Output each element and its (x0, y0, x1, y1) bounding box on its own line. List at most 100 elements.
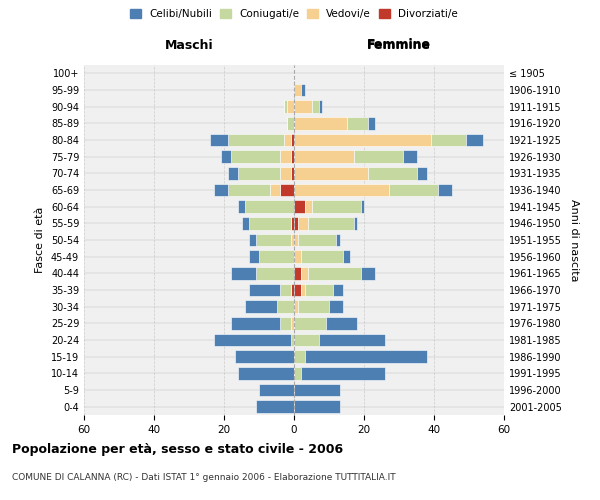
Bar (248, 217, 290, 230)
Bar (361, 200, 364, 213)
Bar (353, 217, 357, 230)
Bar (259, 384, 294, 396)
Bar (294, 84, 301, 96)
Bar (290, 284, 294, 296)
Bar (290, 134, 294, 146)
Bar (343, 250, 350, 263)
Bar (259, 250, 294, 263)
Bar (290, 317, 294, 330)
Bar (294, 250, 301, 263)
Bar (301, 284, 305, 296)
Bar (298, 217, 308, 230)
Bar (280, 150, 290, 163)
Bar (305, 350, 427, 363)
Bar (238, 167, 280, 179)
Bar (311, 100, 319, 113)
Bar (269, 184, 280, 196)
Bar (294, 400, 340, 413)
Bar (294, 334, 319, 346)
Bar (256, 267, 294, 280)
Text: Popolazione per età, sesso e stato civile - 2006: Popolazione per età, sesso e stato civil… (12, 442, 343, 456)
Bar (290, 150, 294, 163)
Bar (231, 317, 280, 330)
Bar (294, 134, 431, 146)
Bar (294, 350, 305, 363)
Bar (280, 184, 294, 196)
Bar (305, 284, 332, 296)
Bar (294, 284, 301, 296)
Bar (290, 167, 294, 179)
Bar (294, 300, 298, 313)
Bar (298, 300, 329, 313)
Bar (294, 384, 340, 396)
Bar (214, 334, 290, 346)
Bar (305, 200, 311, 213)
Bar (298, 234, 336, 246)
Bar (280, 317, 290, 330)
Bar (245, 300, 277, 313)
Bar (287, 117, 294, 130)
Bar (319, 334, 385, 346)
Bar (308, 267, 361, 280)
Bar (308, 217, 353, 230)
Bar (235, 350, 294, 363)
Bar (329, 300, 343, 313)
Y-axis label: Anni di nascita: Anni di nascita (569, 198, 578, 281)
Bar (241, 217, 248, 230)
Bar (294, 184, 389, 196)
Bar (301, 367, 385, 380)
Bar (238, 200, 245, 213)
Bar (336, 234, 340, 246)
Bar (294, 234, 298, 246)
Bar (256, 400, 294, 413)
Bar (284, 134, 290, 146)
Bar (214, 184, 227, 196)
Bar (294, 150, 353, 163)
Bar (325, 317, 357, 330)
Bar (347, 117, 367, 130)
Bar (431, 134, 466, 146)
Bar (416, 167, 427, 179)
Bar (294, 267, 301, 280)
Bar (284, 100, 287, 113)
Bar (280, 167, 290, 179)
Bar (294, 200, 305, 213)
Bar (231, 267, 256, 280)
Bar (367, 167, 416, 179)
Bar (248, 284, 280, 296)
Bar (294, 117, 347, 130)
Text: COMUNE DI CALANNA (RC) - Dati ISTAT 1° gennaio 2006 - Elaborazione TUTTITALIA.IT: COMUNE DI CALANNA (RC) - Dati ISTAT 1° g… (12, 472, 395, 482)
Bar (311, 200, 361, 213)
Bar (290, 217, 294, 230)
Bar (301, 84, 305, 96)
Bar (210, 134, 227, 146)
Bar (248, 250, 259, 263)
Bar (294, 100, 311, 113)
Bar (248, 234, 256, 246)
Bar (231, 150, 280, 163)
Text: Femmine: Femmine (367, 38, 431, 51)
Bar (290, 234, 294, 246)
Bar (290, 334, 294, 346)
Bar (361, 267, 374, 280)
Bar (280, 284, 290, 296)
Bar (238, 367, 294, 380)
Bar (294, 367, 301, 380)
Bar (277, 300, 294, 313)
Bar (353, 150, 403, 163)
Bar (367, 117, 374, 130)
Bar (332, 284, 343, 296)
Bar (227, 134, 284, 146)
Bar (227, 184, 269, 196)
Legend: Celibi/Nubili, Coniugati/e, Vedovi/e, Divorziati/e: Celibi/Nubili, Coniugati/e, Vedovi/e, Di… (126, 5, 462, 24)
Bar (389, 184, 437, 196)
Bar (294, 167, 367, 179)
Bar (294, 317, 325, 330)
Bar (403, 150, 416, 163)
Bar (319, 100, 322, 113)
Bar (221, 150, 231, 163)
Bar (227, 167, 238, 179)
Text: Maschi: Maschi (164, 38, 214, 52)
Y-axis label: Fasce di età: Fasce di età (35, 207, 45, 273)
Bar (245, 200, 294, 213)
